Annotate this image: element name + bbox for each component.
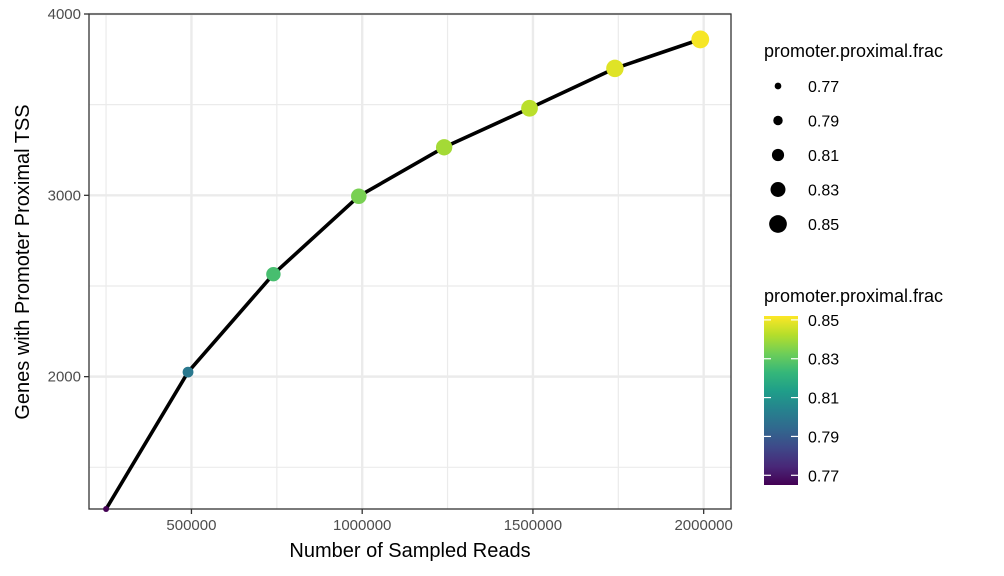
- data-layer: [103, 30, 710, 512]
- data-point: [351, 188, 367, 204]
- color-legend-bar: [764, 316, 798, 485]
- color-legend: promoter.proximal.frac 0.85 0.83 0.81 0.79 0…: [764, 286, 943, 485]
- y-axis-title: Genes with Promoter Proximal TSS: [12, 104, 34, 419]
- size-legend-key: [774, 82, 782, 90]
- color-legend-label: 0.81: [808, 391, 839, 408]
- grid-lines: [89, 12, 731, 509]
- color-legend-label: 0.79: [808, 429, 839, 446]
- plot-panel: [88, 13, 732, 510]
- y-tick-label: 3000: [48, 187, 81, 204]
- data-point: [103, 506, 110, 512]
- color-legend-label: 0.77: [808, 468, 839, 485]
- x-axis-title: Number of Sampled Reads: [289, 540, 530, 562]
- series-line: [104, 37, 703, 511]
- data-point: [521, 99, 538, 117]
- size-legend-label: 0.77: [808, 79, 839, 96]
- color-legend-label: 0.85: [808, 313, 839, 330]
- x-tick-label: 500000: [166, 517, 216, 534]
- size-legend: promoter.proximal.frac 0.77 0.79 0.81 0.83 0…: [764, 41, 943, 234]
- data-point: [182, 366, 194, 378]
- size-legend-label: 0.85: [808, 217, 839, 234]
- data-point: [691, 30, 710, 49]
- color-legend-label: 0.83: [808, 352, 839, 369]
- size-legend-label: 0.83: [808, 183, 839, 200]
- size-legend-key: [773, 115, 783, 126]
- x-tick-label: 2000000: [674, 517, 732, 534]
- axes: 500000 1000000 1500000 2000000 2000 3000 4000: [48, 6, 733, 534]
- size-legend-key: [771, 148, 785, 162]
- data-point: [266, 266, 281, 282]
- size-legend-label: 0.81: [808, 148, 839, 165]
- data-point: [606, 59, 624, 78]
- y-tick-label: 2000: [48, 369, 81, 386]
- x-tick-label: 1500000: [504, 517, 562, 534]
- size-legend-title: promoter.proximal.frac: [764, 41, 943, 61]
- size-legend-key: [770, 182, 786, 197]
- size-legend-label: 0.79: [808, 114, 839, 131]
- y-tick-label: 4000: [48, 6, 81, 23]
- x-tick-label: 1000000: [333, 517, 391, 534]
- color-legend-title: promoter.proximal.frac: [764, 286, 943, 306]
- data-point: [435, 139, 453, 156]
- size-legend-key: [769, 215, 787, 233]
